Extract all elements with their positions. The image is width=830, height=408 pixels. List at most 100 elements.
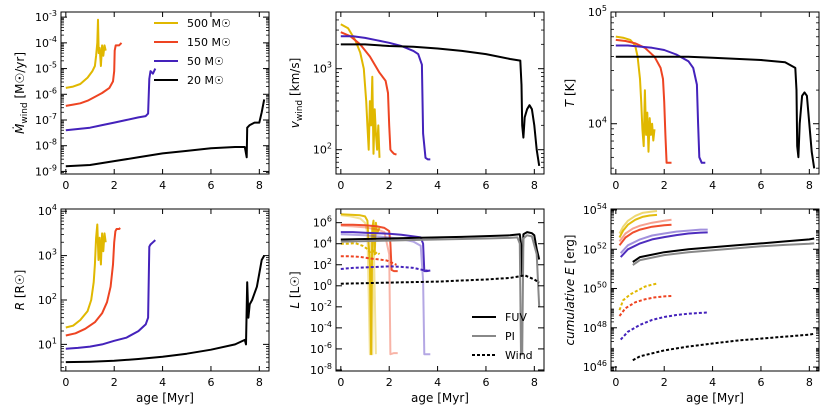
series-line-energy-1	[618, 213, 658, 238]
y-tick-exponent: 50	[597, 281, 607, 290]
legend-label: FUV	[505, 311, 527, 324]
series-line-energy-4	[619, 228, 708, 254]
y-label-unit: [M☉/yr]	[13, 52, 27, 102]
y-tick-exponent: 5	[602, 4, 607, 13]
y-tick-label: 1048	[583, 320, 607, 335]
y-label-symbol: Ṁ	[12, 123, 27, 134]
y-label-symbol: cumulative E	[563, 267, 577, 346]
series-line-radius-0	[65, 223, 107, 329]
y-tick-label: 102	[313, 142, 332, 157]
x-tick-label: 2	[661, 376, 668, 389]
y-tick-label: 102	[313, 257, 332, 272]
y-tick-exponent: 2	[327, 142, 332, 151]
series-line-mdot-2	[65, 68, 157, 132]
plot-frame	[610, 11, 820, 175]
series-line-energy-6	[632, 237, 815, 263]
y-tick-exponent: -4	[324, 320, 332, 329]
series-line-lum-6	[340, 231, 431, 273]
series-line-radius-1	[65, 227, 121, 337]
series-line-lum-5	[340, 255, 397, 266]
y-axis-label: cumulative E [erg]	[563, 234, 577, 345]
plot-frame	[335, 11, 545, 175]
y-tick-exponent: -2	[324, 299, 332, 308]
y-tick-label: 104	[588, 116, 607, 131]
plot-frame	[610, 208, 820, 372]
series-line-lum-10	[340, 234, 541, 356]
series-line-vwind-2	[340, 35, 431, 161]
y-tick-label: 105	[588, 4, 607, 19]
x-tick-label: 6	[207, 376, 214, 389]
y-axis-label: T [K]	[563, 79, 577, 107]
y-tick-label: 1054	[583, 202, 607, 217]
y-tick-exponent: -6	[49, 86, 57, 95]
y-label-symbol: L	[288, 302, 302, 309]
y-tick-exponent: 0	[327, 278, 332, 287]
y-label-unit: [km/s]	[288, 58, 302, 100]
y-tick-exponent: -5	[49, 61, 57, 70]
legend-label: Wind	[505, 349, 533, 362]
x-tick-label: 4	[709, 179, 716, 192]
chart-temp: 0 2 4 6 8 104 105 T [K]	[563, 4, 820, 192]
series-line-energy-8	[618, 282, 658, 311]
legend: FUV PI Wind	[472, 311, 533, 362]
series-line-energy-7	[632, 242, 815, 266]
y-tick-exponent: 3	[52, 248, 57, 257]
series-line-lum-9	[340, 231, 541, 277]
y-tick-label: 1050	[583, 281, 607, 296]
series-line-lum-7	[340, 233, 431, 356]
y-tick-label: 10-9	[35, 163, 57, 178]
x-tick-label: 4	[709, 376, 716, 389]
y-tick-label: 103	[313, 61, 332, 76]
y-tick-label: 10-2	[310, 299, 332, 314]
x-tick-label: 8	[806, 179, 813, 192]
series-line-vwind-3	[340, 43, 541, 167]
y-tick-label: 10-6	[310, 341, 332, 356]
x-tick-label: 4	[434, 376, 441, 389]
x-tick-label: 2	[386, 376, 393, 389]
series-group	[340, 213, 541, 356]
y-label-subscript: wind	[295, 100, 305, 121]
y-tick-exponent: -4	[49, 35, 57, 44]
x-axis-label: age [Myr]	[136, 391, 194, 405]
x-tick-label: 0	[612, 179, 619, 192]
y-tick-label: 10-3	[35, 9, 57, 24]
series-line-radius-2	[65, 239, 156, 350]
y-tick-exponent: -8	[324, 362, 332, 371]
series-group	[618, 210, 815, 362]
series-line-energy-10	[619, 311, 708, 341]
y-tick-exponent: 4	[602, 116, 607, 125]
x-tick-label: 8	[531, 376, 538, 389]
series-line-vwind-0	[340, 23, 381, 158]
series-line-lum-8	[340, 265, 431, 273]
y-tick-exponent: -7	[49, 112, 57, 121]
series-line-temp-3	[615, 55, 816, 169]
y-tick-label: 1046	[583, 359, 607, 374]
x-tick-label: 0	[62, 179, 69, 192]
series-group	[615, 35, 816, 169]
series-line-temp-0	[615, 35, 656, 153]
y-tick-exponent: 48	[597, 320, 607, 329]
y-label-unit: [R☉]	[13, 270, 27, 302]
chart-lum: 0 2 4 6 8 10-8 10-6 10-4 10-2 100 102 104 106 L [L☉] a…	[288, 208, 545, 405]
series-line-lum-11	[340, 274, 540, 285]
series-line-temp-2	[615, 44, 706, 164]
y-tick-exponent: 6	[327, 215, 332, 224]
y-tick-label: 104	[38, 203, 57, 218]
y-tick-exponent: -6	[324, 341, 332, 350]
x-axis-label: age [Myr]	[686, 391, 744, 405]
y-tick-exponent: 1	[52, 336, 57, 345]
x-tick-label: 8	[806, 376, 813, 389]
x-tick-label: 0	[612, 376, 619, 389]
series-line-mdot-0	[65, 18, 107, 89]
series-line-energy-2	[618, 218, 672, 243]
y-label-unit: [erg]	[563, 234, 577, 267]
y-tick-exponent: 54	[597, 202, 607, 211]
y-tick-label: 103	[38, 248, 57, 263]
y-tick-label: 101	[38, 336, 57, 351]
y-tick-label: 10-7	[35, 112, 57, 127]
series-line-mdot-1	[65, 42, 123, 107]
x-tick-label: 2	[386, 179, 393, 192]
x-tick-label: 0	[337, 179, 344, 192]
series-group	[65, 223, 266, 364]
